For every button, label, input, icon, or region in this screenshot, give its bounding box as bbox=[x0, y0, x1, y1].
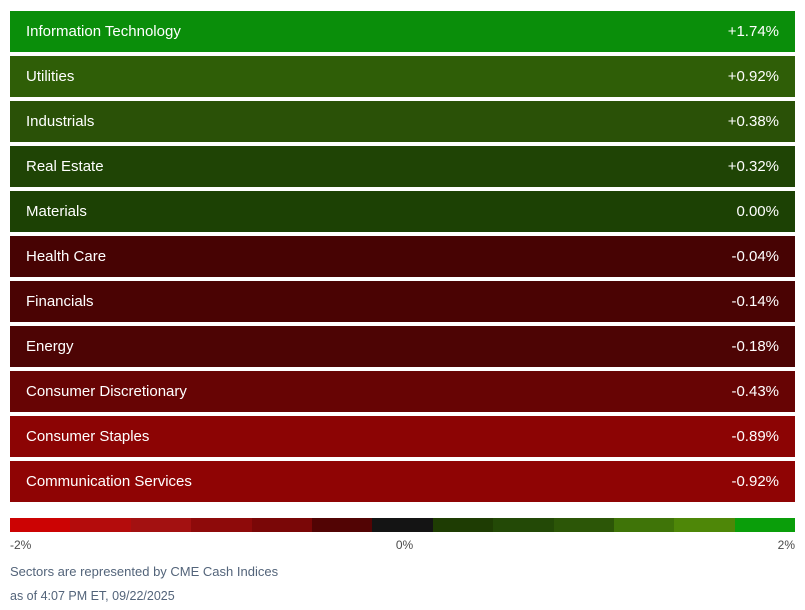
sector-row[interactable]: Consumer Discretionary -0.43% bbox=[10, 371, 795, 412]
scale-segment bbox=[613, 518, 675, 532]
sector-change: -0.14% bbox=[731, 293, 779, 310]
sector-change: +0.32% bbox=[727, 158, 779, 175]
sector-row[interactable]: Industrials +0.38% bbox=[10, 101, 795, 142]
sector-row[interactable]: Real Estate +0.32% bbox=[10, 146, 795, 187]
sector-change: +0.38% bbox=[727, 113, 779, 130]
timestamp: as of 4:07 PM ET, 09/22/2025 bbox=[10, 589, 175, 603]
sector-row[interactable]: Utilities +0.92% bbox=[10, 56, 795, 97]
sector-name: Consumer Discretionary bbox=[26, 383, 187, 400]
scale-max-label: 2% bbox=[777, 538, 795, 552]
sector-name: Consumer Staples bbox=[26, 428, 150, 445]
scale-min-label: -2% bbox=[10, 538, 32, 552]
scale-mid-label: 0% bbox=[395, 538, 414, 552]
sector-name: Real Estate bbox=[26, 158, 104, 175]
scale-segment bbox=[130, 518, 192, 532]
scale-segment bbox=[674, 518, 735, 532]
scale-segment bbox=[553, 518, 614, 532]
sector-name: Health Care bbox=[26, 248, 107, 265]
sector-change: +1.74% bbox=[727, 23, 779, 40]
sector-row[interactable]: Communication Services -0.92% bbox=[10, 461, 795, 502]
scale-segment bbox=[372, 518, 433, 532]
sector-name: Information Technology bbox=[26, 23, 181, 40]
scale-segment bbox=[191, 518, 252, 532]
sector-row[interactable]: Energy -0.18% bbox=[10, 326, 795, 367]
scale-segment bbox=[70, 518, 131, 532]
sector-change: -0.04% bbox=[731, 248, 779, 265]
sector-change: +0.92% bbox=[727, 68, 779, 85]
sector-change: -0.92% bbox=[731, 473, 779, 490]
sector-name: Utilities bbox=[26, 68, 75, 85]
sector-name: Financials bbox=[26, 293, 94, 310]
scale-segment bbox=[734, 518, 796, 532]
color-scale-bar bbox=[10, 518, 796, 532]
scale-segment bbox=[10, 518, 71, 532]
sector-row[interactable]: Financials -0.14% bbox=[10, 281, 795, 322]
source-note: Sectors are represented by CME Cash Indi… bbox=[10, 564, 279, 579]
color-scale-labels: -2% 0% 2% bbox=[10, 538, 795, 552]
scale-segment bbox=[311, 518, 373, 532]
sector-row[interactable]: Health Care -0.04% bbox=[10, 236, 795, 277]
sector-change: -0.43% bbox=[731, 383, 779, 400]
sector-change: -0.89% bbox=[731, 428, 779, 445]
sector-name: Energy bbox=[26, 338, 74, 355]
scale-segment bbox=[251, 518, 312, 532]
sector-change: -0.18% bbox=[731, 338, 779, 355]
scale-segment bbox=[493, 518, 554, 532]
sector-row[interactable]: Materials 0.00% bbox=[10, 191, 795, 232]
sector-row[interactable]: Consumer Staples -0.89% bbox=[10, 416, 795, 457]
scale-segment bbox=[432, 518, 494, 532]
sector-rows: Information Technology +1.74% Utilities +0.… bbox=[10, 11, 795, 506]
sector-row[interactable]: Information Technology +1.74% bbox=[10, 11, 795, 52]
sector-name: Communication Services bbox=[26, 473, 192, 490]
sector-change: 0.00% bbox=[736, 203, 779, 220]
sector-name: Materials bbox=[26, 203, 87, 220]
sector-name: Industrials bbox=[26, 113, 95, 130]
